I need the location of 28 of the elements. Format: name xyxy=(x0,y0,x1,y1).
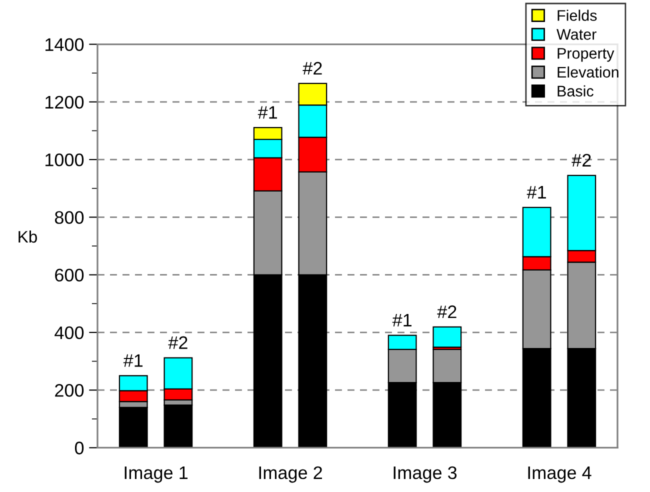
legend-label: Basic xyxy=(558,85,594,97)
y-tick-label: 400 xyxy=(54,326,84,340)
legend-label: Property xyxy=(558,48,614,62)
y-tick-label: 1000 xyxy=(46,153,84,166)
y-tick-label: 600 xyxy=(55,268,84,282)
text: Image 2 xyxy=(259,466,322,483)
text: Image 4 xyxy=(528,466,592,483)
x-tick-label: #2 xyxy=(302,62,322,75)
legend-label: Elevation xyxy=(558,66,618,78)
y-tick-label: 200 xyxy=(55,384,84,397)
y-tick-label: 800 xyxy=(54,211,84,224)
bar xyxy=(164,404,193,448)
x-tick-label: #1 xyxy=(392,314,412,326)
y-tick-label: 1200 xyxy=(46,96,84,109)
text: Image 1 xyxy=(124,466,188,483)
x-tick-label: #2 xyxy=(437,305,456,318)
x-tick-label: #1 xyxy=(526,186,546,198)
y-tick-label: 1400 xyxy=(46,38,84,51)
y-tick-label: 0 xyxy=(74,442,84,454)
x-tick-label: #2 xyxy=(168,336,188,349)
text: Image 3 xyxy=(394,466,457,483)
x-tick-label: #1 xyxy=(258,106,278,119)
y-axis-title: Kb xyxy=(18,230,37,243)
x-tick-label: #2 xyxy=(572,154,591,166)
legend-label: Water xyxy=(556,29,596,40)
x-tick-label: #1 xyxy=(123,354,143,367)
legend-label: Fields xyxy=(558,10,597,21)
bar xyxy=(432,326,462,348)
